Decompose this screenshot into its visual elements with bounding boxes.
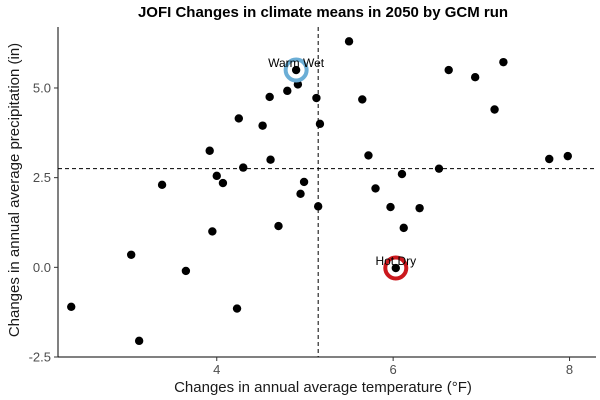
data-point [415,203,424,213]
data-point [157,180,167,190]
y-tick-label: 0.0 [33,260,51,275]
data-point [239,163,248,172]
data-point [444,65,453,75]
data-point [490,105,499,114]
data-point [218,178,228,188]
data-point [434,164,444,173]
data-point [208,227,217,236]
y-tick-label: 5.0 [33,80,51,95]
data-point [313,202,323,211]
x-tick-label: 8 [566,362,573,377]
y-tick-label: -2.5 [29,350,51,365]
data-point [364,151,373,160]
data-point [266,155,275,164]
data-point [358,95,367,104]
data-point [344,37,354,46]
x-tick-label: 4 [213,362,220,377]
data-point [399,223,408,233]
data-point [397,169,407,179]
highlight-ring [283,57,309,83]
data-point [127,250,136,259]
data-point [296,189,305,198]
data-point [283,86,292,96]
data-point [386,202,395,212]
data-point [470,73,480,82]
data-point [312,93,321,103]
data-point [274,221,283,231]
plot-area: 4 6 8 -2.5 0.0 2.5 5.0 Warm Wet Hot Dry [29,27,596,377]
data-point [234,114,244,123]
point-annotation-label: Hot Dry [375,254,416,268]
data-point [205,146,214,155]
data-point [299,177,309,187]
data-point [181,266,191,276]
point-annotation-label: Warm Wet [268,56,325,70]
data-point [258,121,267,130]
data-point [371,184,380,193]
x-axis-title: Changes in annual average temperature (°… [174,379,472,396]
data-point [545,154,554,164]
chart-title: JOFI Changes in climate means in 2050 by… [138,4,508,21]
data-point [499,57,508,67]
highlight-ring [383,255,409,281]
data-point [563,151,572,161]
data-point [134,336,144,346]
data-point [212,171,221,181]
data-point [67,302,76,311]
x-tick-label: 6 [390,362,397,377]
highlighted-data-point [291,65,301,75]
highlighted-data-point [391,263,400,273]
data-point [232,304,242,313]
data-point [265,92,274,102]
y-tick-label: 2.5 [33,170,51,185]
y-axis-title: Changes in annual average precipitation … [6,43,23,337]
data-point [315,119,325,129]
